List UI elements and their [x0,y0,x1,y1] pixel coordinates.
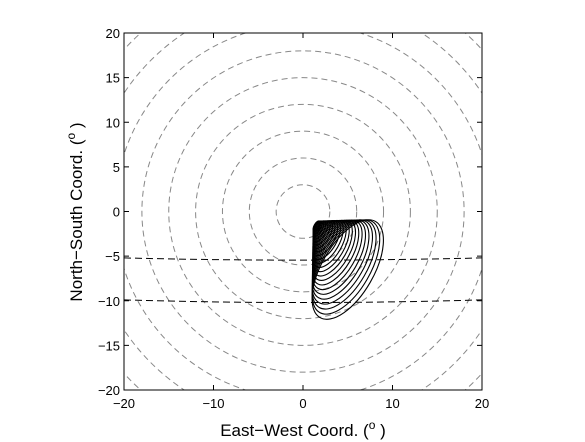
y-tick-label: −5 [105,249,120,264]
dashed-curve-1 [124,257,482,261]
y-axis-label-close: ) [67,122,86,132]
x-tick-label: −10 [202,396,224,411]
reference-circle-5 [168,77,438,346]
y-axis-label-text: North−South Coord. ( [67,139,86,301]
contour-line-22 [311,219,377,310]
reference-circles [124,33,482,390]
reference-circle-1 [275,184,331,239]
y-tick-label: 5 [113,160,120,175]
x-axis-degree-symbol: o [369,418,376,432]
reference-circle-6 [141,50,465,373]
contour-line-21 [311,219,374,305]
contour-line-24 [311,219,384,320]
x-tick-label: 0 [299,396,306,411]
y-tick-label: −20 [98,383,120,398]
reference-circle-2 [248,157,358,266]
y-tick-label: 20 [106,26,120,41]
x-tick-label: 20 [475,396,489,411]
y-tick-label: −15 [98,338,120,353]
reference-circle-4 [195,103,411,320]
x-axis-ticks: −20 −10 0 10 20 [113,33,489,411]
x-axis-label: East−West Coord. (o ) [220,418,386,440]
contour-line-23 [311,219,381,315]
contour-line-20 [311,219,370,300]
x-tick-label: −20 [113,396,135,411]
y-axis-label: North−South Coord. (o ) [64,122,86,301]
contour-lines [311,219,384,320]
y-tick-label: 0 [113,205,120,220]
y-axis-degree-symbol: o [64,133,78,140]
y-tick-label: 10 [106,115,120,130]
y-tick-label: 15 [106,71,120,86]
x-axis-label-text: East−West Coord. ( [220,421,369,440]
dashed-curves [124,257,482,304]
y-tick-label: −10 [98,294,120,309]
x-tick-label: 10 [385,396,399,411]
y-axis-ticks: −20 −15 −10 −5 0 5 10 15 20 [98,26,482,398]
x-axis-label-close: ) [375,421,385,440]
dashed-curve-2 [124,299,482,304]
reference-circle-3 [221,130,385,293]
